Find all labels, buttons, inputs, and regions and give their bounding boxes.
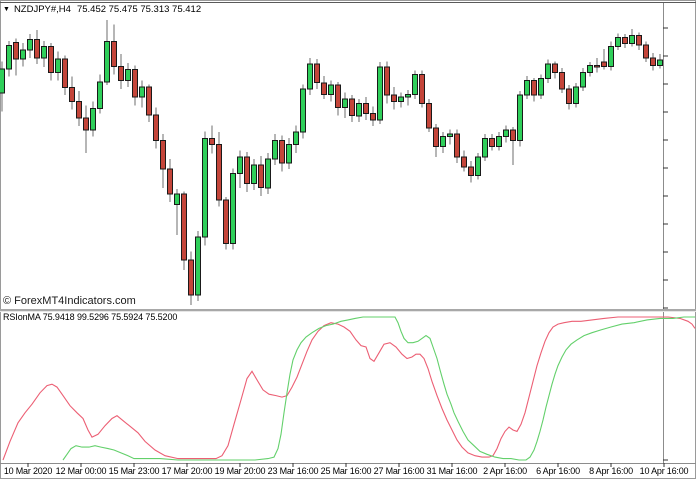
time-axis-label: 8 Apr 16:00 — [581, 466, 641, 476]
time-axis-label: 17 Mar 20:00 — [157, 466, 217, 476]
symbol-dropdown-icon[interactable]: ▼ — [3, 6, 10, 13]
time-axis-label: 23 Mar 16:00 — [263, 466, 323, 476]
ohlc-quote-label: 75.452 75.475 75.313 75.412 — [77, 4, 201, 15]
main-chart-area[interactable] — [0, 14, 663, 308]
indicator-label: RSIonMA 75.9418 99.5296 75.5924 75.5200 — [3, 312, 177, 322]
chart-title-bar: ▼ NZDJPY#,H4 75.452 75.475 75.313 75.412 — [3, 4, 201, 15]
time-axis-label: 25 Mar 16:00 — [316, 466, 376, 476]
watermark: © ForexMT4Indicators.com — [3, 295, 136, 307]
time-axis-label: 19 Mar 20:00 — [210, 466, 270, 476]
time-axis-label: 12 Mar 00:00 — [51, 466, 111, 476]
time-axis-label: 10 Mar 2020 — [0, 466, 58, 476]
indicator-panel-area[interactable] — [0, 312, 663, 458]
price-axis[interactable]: 66.33065.65064.97064.29063.60062.92062.2… — [664, 3, 696, 458]
symbol-timeframe-label: NZDJPY#,H4 — [14, 4, 71, 15]
time-axis-label: 31 Mar 16:00 — [422, 466, 482, 476]
time-axis-label: 10 Apr 16:00 — [634, 466, 694, 476]
time-axis-label: 2 Apr 16:00 — [475, 466, 535, 476]
time-axis-label: 15 Mar 23:00 — [104, 466, 164, 476]
time-axis-label: 6 Apr 16:00 — [528, 466, 588, 476]
time-axis-label: 27 Mar 16:00 — [369, 466, 429, 476]
time-axis[interactable]: 10 Mar 202012 Mar 00:0015 Mar 23:0017 Ma… — [0, 460, 696, 479]
